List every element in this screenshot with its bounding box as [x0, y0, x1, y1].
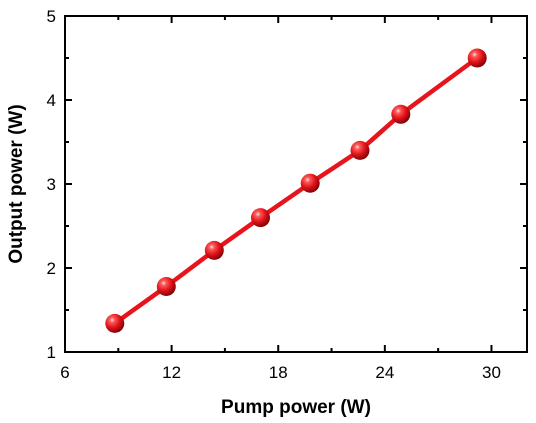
y-tick-label: 1: [47, 343, 56, 362]
y-tick-label: 5: [47, 7, 56, 26]
x-tick-label: 30: [482, 363, 501, 382]
x-tick-label: 12: [162, 363, 181, 382]
x-tick-label: 24: [375, 363, 394, 382]
plot-frame: [64, 15, 528, 353]
y-tick-label: 3: [47, 175, 56, 194]
data-point: [300, 173, 320, 193]
data-point: [467, 48, 487, 68]
x-tick-label: 18: [269, 363, 288, 382]
axis-ticks: [64, 15, 527, 353]
y-axis-title: Output power (W): [6, 104, 27, 263]
data-point: [350, 140, 370, 160]
y-tick-label: 2: [47, 259, 56, 278]
data-point: [391, 104, 411, 124]
data-point: [204, 240, 224, 260]
x-axis-title: Pump power (W): [221, 397, 371, 418]
y-tick-label: 4: [47, 91, 56, 110]
data-markers: [105, 48, 487, 333]
data-point: [105, 313, 125, 333]
data-point: [156, 277, 176, 296]
data-point: [251, 208, 270, 228]
x-tick-label: 6: [60, 363, 69, 382]
